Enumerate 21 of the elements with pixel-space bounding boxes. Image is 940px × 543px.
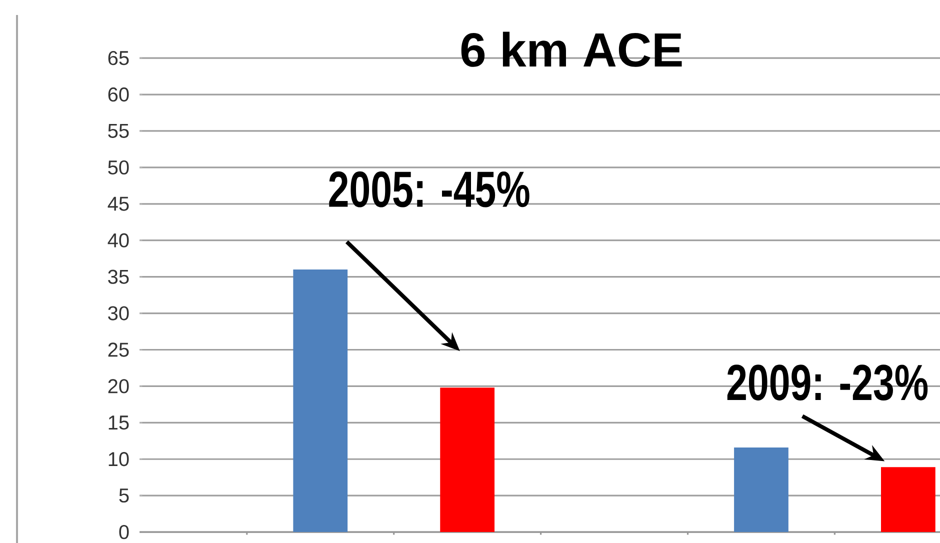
y-tick-label: 55 — [108, 124, 129, 138]
y-tick-label: 65 — [108, 50, 129, 66]
y-tick-label: 30 — [108, 306, 129, 320]
y-tick-label: 50 — [108, 160, 129, 175]
annotation: 2009: -23% — [727, 364, 928, 401]
annotation: 2005: -45% — [329, 171, 530, 208]
bar — [734, 447, 788, 532]
y-tick-label: 15 — [108, 416, 129, 430]
bar — [881, 467, 936, 532]
chart-title: 6 km ACE — [461, 32, 682, 67]
y-tick-label: 25 — [108, 342, 129, 357]
y-tick-label: 40 — [108, 233, 129, 248]
bar — [440, 388, 495, 532]
bar — [293, 270, 348, 532]
y-tick-label: 35 — [108, 270, 129, 284]
y-tick-label: 0 — [119, 524, 129, 540]
y-tick-label: 20 — [108, 379, 129, 394]
y-tick-label: 10 — [108, 452, 129, 466]
y-tick-label: 45 — [108, 196, 129, 211]
y-tick-label: 5 — [119, 488, 129, 503]
y-tick-label: 60 — [108, 87, 129, 102]
